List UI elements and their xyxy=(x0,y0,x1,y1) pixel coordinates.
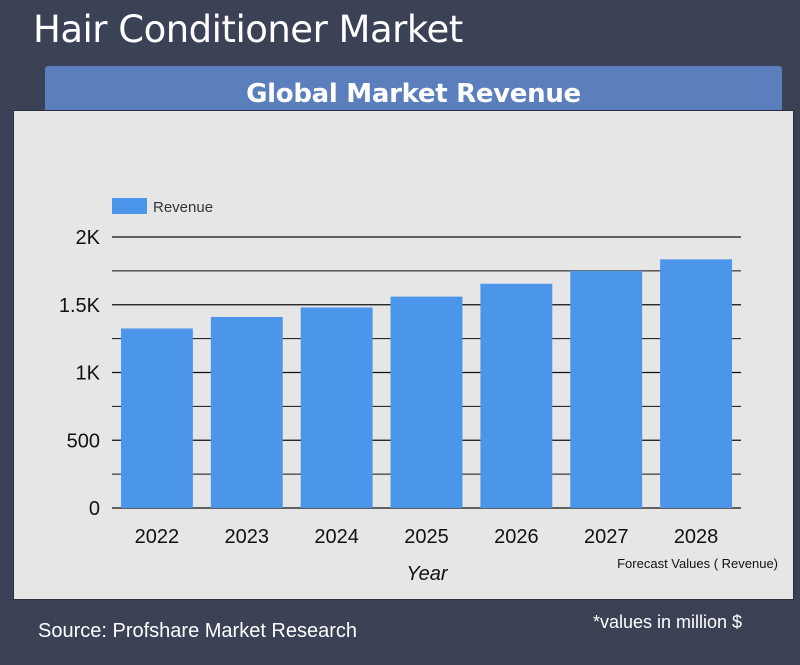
x-tick-label: 2025 xyxy=(404,526,449,548)
source-text: Source: Profshare Market Research xyxy=(38,620,358,642)
units-note: *values in million $ xyxy=(593,612,743,632)
x-tick-label: 2026 xyxy=(494,526,539,548)
y-tick-label: 500 xyxy=(67,430,100,452)
bar-2027 xyxy=(570,270,643,508)
bar-2025 xyxy=(390,296,463,508)
y-tick-label: 0 xyxy=(89,498,100,520)
x-tick-label: 2028 xyxy=(674,526,719,548)
legend-swatch xyxy=(112,198,147,214)
bar-chart: 0 500 1K 1.5K 2K 2022 2023 2024 2025 2026 2027 2028… xyxy=(59,198,778,585)
bar-2028 xyxy=(660,259,733,508)
x-tick-label: 2024 xyxy=(314,526,359,548)
x-tick-label: 2023 xyxy=(225,526,270,548)
x-tick-label: 2027 xyxy=(584,526,629,548)
y-tick-label: 1K xyxy=(76,363,101,385)
page-title: Hair Conditioner Market xyxy=(33,8,463,51)
y-tick-label: 1.5K xyxy=(59,295,101,317)
x-tick-label: 2022 xyxy=(135,526,180,548)
chart-panel: 0 500 1K 1.5K 2K 2022 2023 2024 2025 2026 2027 2028… xyxy=(13,110,794,600)
y-tick-label: 2K xyxy=(76,227,101,249)
x-axis-label: Year xyxy=(406,563,448,585)
bar-2024 xyxy=(300,307,373,508)
bar-2023 xyxy=(210,316,283,508)
legend-label: Revenue xyxy=(153,199,213,216)
bar-2026 xyxy=(480,283,553,508)
forecast-annotation: Forecast Values ( Revenue) xyxy=(617,556,778,571)
bar-2022 xyxy=(120,328,193,508)
